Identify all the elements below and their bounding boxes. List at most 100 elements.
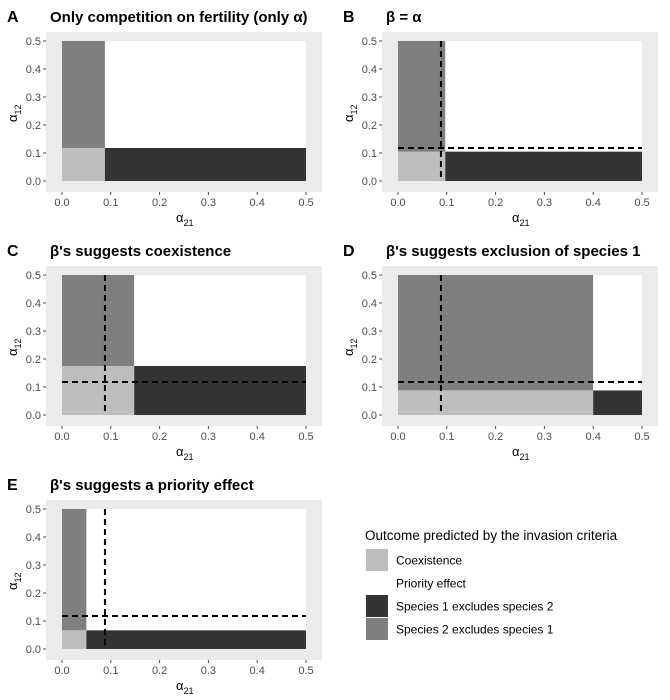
panel-b-x-tick-label: 0.4 (586, 197, 601, 209)
legend-label-coexistence: Coexistence (396, 554, 462, 568)
panel-a-x-tick-label: 0.0 (54, 197, 69, 209)
panel-d-y-axis-label: α12 (341, 338, 359, 356)
panel-d-y-tick-label: 0.1 (362, 382, 377, 394)
legend-item-species1-excludes-species2: Species 1 excludes species 2 (366, 595, 554, 617)
legend-key-coexistence (366, 549, 388, 571)
panel-a: A Only competition on fertility (only α) 0… (5, 9, 322, 228)
panel-e-y-tick-label: 0.2 (26, 588, 41, 600)
panel-e-y-axis-label: α12 (5, 572, 23, 590)
panel-a-y-tick-label: 0.0 (26, 176, 41, 188)
legend-key-priority-effect (366, 572, 388, 594)
panel-e-y-tick-label: 0.0 (26, 644, 41, 656)
panel-c-tile-coexistence (62, 366, 135, 415)
panel-b-title: β = α (386, 9, 422, 26)
panel-b-y-tick-label: 0.3 (362, 92, 377, 104)
panel-c-letter: C (7, 243, 19, 260)
panel-c-y-tick-label: 0.3 (26, 326, 41, 338)
panel-e-tile-priority-effect (86, 509, 307, 631)
panel-e-tile-species1-excludes-species2 (86, 630, 307, 649)
panel-e-x-tick-label: 0.1 (103, 665, 118, 677)
legend-item-coexistence: Coexistence (366, 549, 462, 571)
panel-c-y-axis-label: α12 (5, 338, 23, 356)
panel-b-x-tick-label: 0.2 (488, 197, 503, 209)
panel-b-y-tick-label: 0.5 (362, 36, 377, 48)
panel-c-x-tick-label: 0.5 (298, 431, 313, 443)
panel-c-x-tick-label: 0.1 (103, 431, 118, 443)
panel-e-y-tick-label: 0.1 (26, 616, 41, 628)
legend-key-species1-excludes-species2 (366, 595, 388, 617)
legend-key-species2-excludes-species1 (366, 618, 388, 640)
panel-b-tile-species1-excludes-species2 (445, 151, 642, 181)
panel-d-letter: D (343, 243, 355, 260)
panel-a-tile-species2-excludes-species1 (62, 41, 105, 148)
panel-c-x-axis-label: α21 (176, 444, 194, 462)
legend: Outcome predicted by the invasion criter… (365, 528, 618, 640)
panel-d-y-tick-label: 0.2 (362, 354, 377, 366)
panel-c-y-tick-label: 0.1 (26, 382, 41, 394)
panel-d-title: β's suggests exclusion of species 1 (386, 243, 641, 260)
panels: A Only competition on fertility (only α) 0… (5, 9, 658, 696)
panel-b-tile-priority-effect (445, 41, 642, 152)
panel-d-x-tick-label: 0.0 (390, 431, 405, 443)
legend-label-species1-excludes-species2: Species 1 excludes species 2 (396, 600, 554, 614)
panel-d-x-tick-label: 0.1 (439, 431, 454, 443)
panel-b-x-tick-label: 0.3 (537, 197, 552, 209)
panel-a-letter: A (7, 9, 19, 26)
panel-c-y-tick-label: 0.5 (26, 270, 41, 282)
panel-c-x-tick-label: 0.4 (250, 431, 265, 443)
panel-b-x-tick-label: 0.5 (634, 197, 649, 209)
panel-b-x-tick-label: 0.0 (390, 197, 405, 209)
legend-item-priority-effect: Priority effect (366, 572, 466, 594)
panel-c-x-tick-label: 0.2 (152, 431, 167, 443)
panel-b-letter: B (343, 9, 355, 26)
panel-e-tile-coexistence (62, 630, 87, 649)
panel-c-y-tick-label: 0.0 (26, 410, 41, 422)
panel-d-x-axis-label: α21 (512, 444, 530, 462)
panel-a-x-tick-label: 0.2 (152, 197, 167, 209)
panel-b-x-tick-label: 0.1 (439, 197, 454, 209)
panel-e-x-tick-label: 0.4 (250, 665, 265, 677)
panel-e-x-tick-label: 0.2 (152, 665, 167, 677)
panel-d-x-tick-label: 0.2 (488, 431, 503, 443)
panel-e-x-tick-label: 0.5 (298, 665, 313, 677)
panel-e-y-tick-label: 0.4 (26, 532, 41, 544)
panel-e-y-tick-label: 0.5 (26, 504, 41, 516)
panel-a-x-tick-label: 0.1 (103, 197, 118, 209)
panel-d-tile-coexistence (398, 390, 594, 415)
panel-e-tile-species2-excludes-species1 (62, 509, 87, 631)
panel-a-x-tick-label: 0.4 (250, 197, 265, 209)
panel-a-y-tick-label: 0.2 (26, 120, 41, 132)
panel-d-tile-species2-excludes-species1 (398, 275, 594, 391)
panel-c-y-tick-label: 0.4 (26, 298, 41, 310)
panel-d-tile-species1-excludes-species2 (593, 390, 642, 415)
panel-c-x-tick-label: 0.0 (54, 431, 69, 443)
panel-d-y-tick-label: 0.5 (362, 270, 377, 282)
panel-b-y-tick-label: 0.2 (362, 120, 377, 132)
panel-a-y-tick-label: 0.4 (26, 64, 41, 76)
legend-label-species2-excludes-species1: Species 2 excludes species 1 (396, 623, 554, 637)
panel-d-tile-priority-effect (593, 275, 642, 391)
panel-a-y-tick-label: 0.3 (26, 92, 41, 104)
panel-b-y-tick-label: 0.0 (362, 176, 377, 188)
panel-e-x-tick-label: 0.0 (54, 665, 69, 677)
panel-c-tile-priority-effect (134, 275, 306, 366)
panel-a-y-axis-label: α12 (5, 104, 23, 122)
panel-a-x-axis-label: α21 (176, 210, 194, 228)
panel-a-title: Only competition on fertility (only α) (50, 9, 308, 26)
panel-e-letter: E (7, 477, 18, 494)
panel-c-tile-species2-excludes-species1 (62, 275, 135, 366)
panel-b-y-axis-label: α12 (341, 104, 359, 122)
panel-a-tile-species1-excludes-species2 (104, 147, 306, 181)
panel-b-y-tick-label: 0.1 (362, 148, 377, 160)
legend-title: Outcome predicted by the invasion criter… (365, 528, 618, 543)
legend-label-priority-effect: Priority effect (396, 577, 466, 591)
legend-item-species2-excludes-species1: Species 2 excludes species 1 (366, 618, 554, 640)
panel-a-tile-coexistence (62, 147, 105, 181)
panel-e-x-axis-label: α21 (176, 678, 194, 696)
panel-b-x-axis-label: α21 (512, 210, 530, 228)
panel-e-title: β's suggests a priority effect (50, 477, 254, 494)
panel-d-y-tick-label: 0.0 (362, 410, 377, 422)
panel-d-y-tick-label: 0.3 (362, 326, 377, 338)
